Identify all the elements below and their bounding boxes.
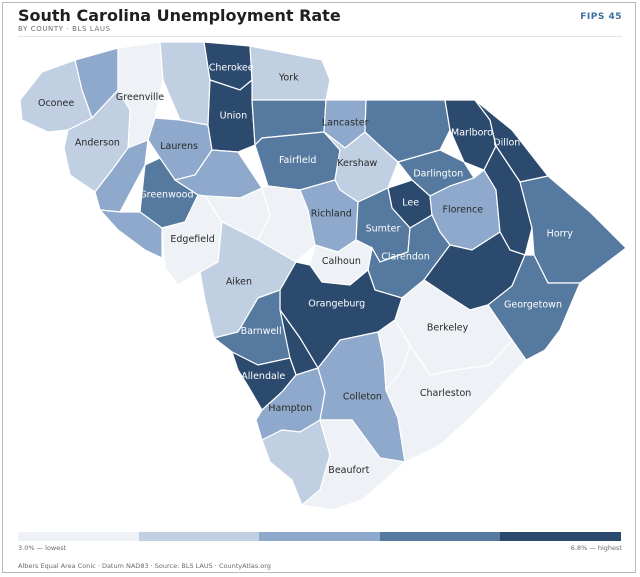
county-label-greenwood: Greenwood — [139, 189, 193, 200]
county-label-calhoun: Calhoun — [322, 256, 361, 267]
county-label-berkeley: Berkeley — [427, 323, 469, 334]
county-label-lancaster: Lancaster — [322, 117, 369, 128]
county-label-cherokee: Cherokee — [209, 63, 254, 74]
legend-swatch-2 — [138, 532, 260, 541]
fips-badge: FIPS 45 — [580, 12, 622, 22]
county-charleston[interactable] — [385, 339, 527, 463]
county-label-barnwell: Barnwell — [241, 326, 282, 337]
header-divider — [18, 36, 622, 37]
county-label-edgefield: Edgefield — [170, 234, 214, 245]
legend-scale — [18, 532, 621, 541]
county-label-richland: Richland — [311, 209, 352, 220]
county-label-florence: Florence — [443, 204, 484, 215]
county-label-fairfield: Fairfield — [279, 155, 316, 166]
county-label-york: York — [278, 73, 299, 84]
county-label-darlington: Darlington — [413, 168, 463, 179]
county-label-marlboro: Marlboro — [451, 128, 493, 139]
county-label-colleton: Colleton — [343, 391, 382, 402]
county-label-beaufort: Beaufort — [328, 465, 369, 476]
legend-swatch-5 — [500, 532, 621, 541]
legend-high-label: 6.8% — highest — [570, 544, 622, 552]
county-label-georgetown: Georgetown — [504, 300, 562, 311]
county-label-lee: Lee — [402, 198, 419, 209]
legend-swatch-3 — [259, 532, 380, 541]
county-label-union: Union — [220, 110, 247, 121]
county-mccormick[interactable] — [98, 209, 163, 259]
county-label-hampton: Hampton — [268, 403, 312, 414]
legend-swatch-1 — [18, 532, 139, 541]
county-label-kershaw: Kershaw — [337, 158, 377, 169]
county-georgetown[interactable] — [487, 254, 581, 361]
county-beaufort[interactable] — [300, 419, 407, 511]
county-label-charleston: Charleston — [420, 388, 471, 399]
county-label-horry: Horry — [547, 228, 574, 239]
county-label-laurens: Laurens — [160, 141, 198, 152]
county-label-clarendon: Clarendon — [381, 251, 430, 262]
map-subtitle: BY COUNTY · BLS LAUS — [18, 25, 111, 33]
legend-swatch-4 — [379, 532, 501, 541]
county-label-anderson: Anderson — [75, 137, 120, 148]
county-label-dillon: Dillon — [493, 137, 520, 148]
county-label-sumter: Sumter — [366, 224, 401, 235]
county-label-allendale: Allendale — [241, 371, 285, 382]
county-label-oconee: Oconee — [38, 98, 74, 109]
county-label-orangeburg: Orangeburg — [308, 299, 365, 310]
county-label-aiken: Aiken — [226, 277, 252, 288]
map-title: South Carolina Unemployment Rate — [18, 6, 341, 25]
county-label-greenville: Greenville — [116, 92, 164, 103]
legend-low-label: 3.0% — lowest — [18, 544, 67, 552]
map-footer: Albers Equal Area Conic · Datum NAD83 · … — [18, 562, 271, 570]
county-spartanburg[interactable] — [159, 41, 211, 126]
